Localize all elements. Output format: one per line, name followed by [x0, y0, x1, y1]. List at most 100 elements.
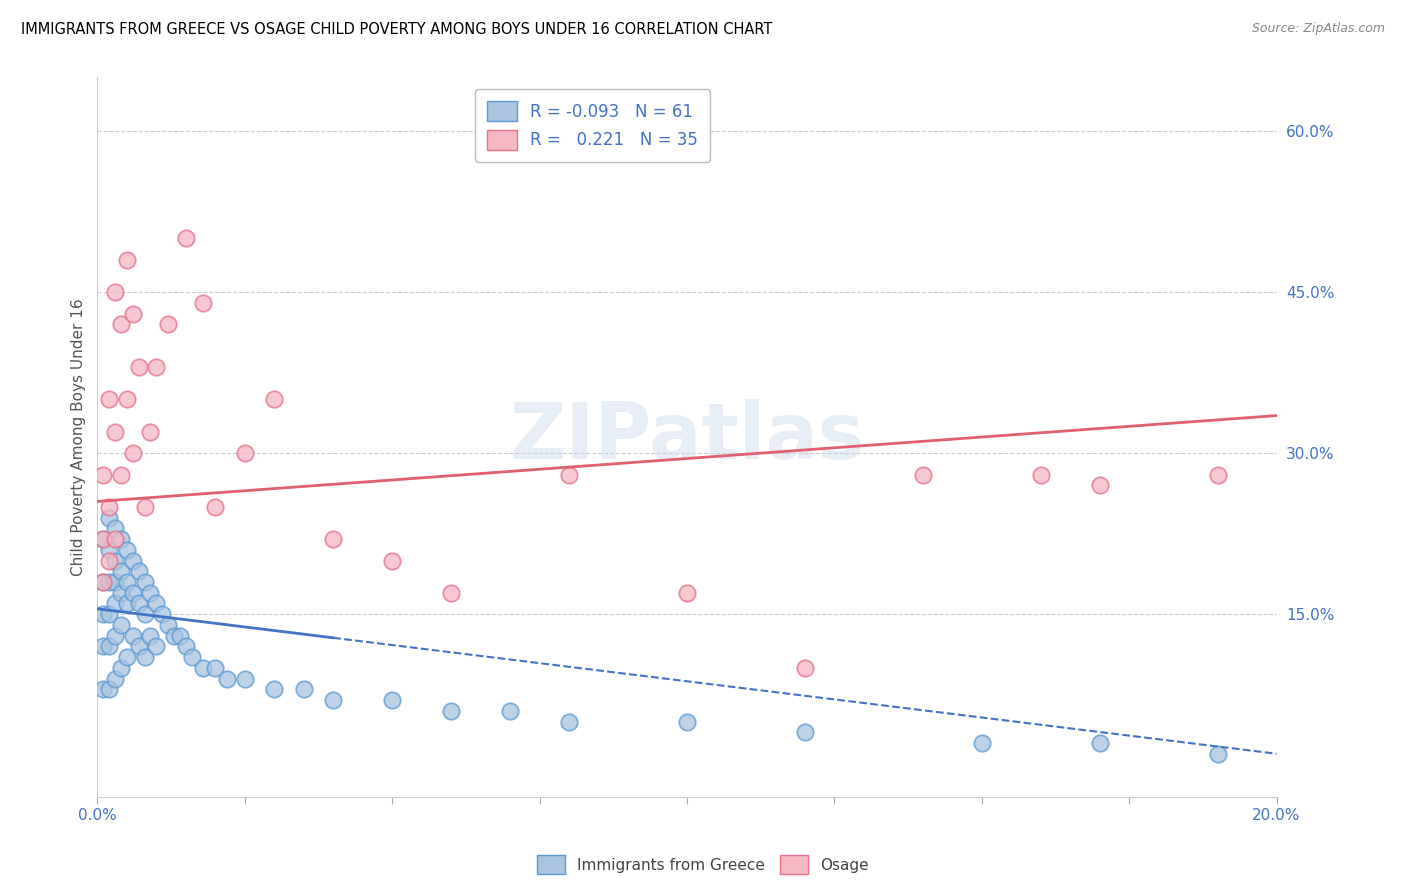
Point [91, 640, 114, 654]
Point [128, 597, 150, 611]
Point [139, 585, 162, 599]
Point [121, 307, 143, 321]
Point [98, 640, 121, 654]
Point [263, 682, 285, 697]
Point [115, 542, 138, 557]
Point [558, 467, 581, 482]
Point [204, 661, 226, 675]
Point [139, 629, 162, 643]
Point [98, 553, 121, 567]
Point [233, 672, 256, 686]
Point [150, 607, 173, 622]
Legend: Immigrants from Greece, Osage: Immigrants from Greece, Osage [531, 849, 875, 880]
Point [121, 553, 143, 567]
Point [128, 360, 150, 375]
Point [115, 252, 138, 267]
Point [115, 392, 138, 407]
Point [98, 682, 121, 697]
Point [1206, 747, 1229, 761]
Point [174, 640, 197, 654]
Point [121, 585, 143, 599]
Point [145, 597, 167, 611]
Point [676, 714, 699, 729]
Point [169, 629, 191, 643]
Point [263, 392, 285, 407]
Point [115, 597, 138, 611]
Point [558, 714, 581, 729]
Point [440, 704, 463, 718]
Point [91, 682, 114, 697]
Point [91, 532, 114, 546]
Point [110, 661, 132, 675]
Point [381, 553, 404, 567]
Point [98, 542, 121, 557]
Point [91, 607, 114, 622]
Point [676, 585, 699, 599]
Point [110, 564, 132, 578]
Text: ZIPatlas: ZIPatlas [509, 399, 865, 475]
Point [381, 693, 404, 707]
Point [793, 661, 815, 675]
Point [98, 607, 121, 622]
Point [104, 553, 127, 567]
Point [98, 510, 121, 524]
Point [793, 725, 815, 739]
Point [91, 574, 114, 589]
Point [98, 500, 121, 514]
Point [98, 392, 121, 407]
Point [91, 467, 114, 482]
Point [145, 360, 167, 375]
Point [98, 574, 121, 589]
Point [134, 650, 156, 665]
Point [104, 285, 127, 300]
Text: Source: ZipAtlas.com: Source: ZipAtlas.com [1251, 22, 1385, 36]
Point [110, 618, 132, 632]
Point [104, 629, 127, 643]
Point [174, 231, 197, 245]
Point [139, 425, 162, 439]
Point [145, 640, 167, 654]
Point [163, 629, 186, 643]
Point [110, 532, 132, 546]
Point [215, 672, 238, 686]
Point [157, 318, 180, 332]
Point [1088, 478, 1111, 492]
Point [134, 574, 156, 589]
Point [91, 574, 114, 589]
Point [104, 574, 127, 589]
Point [104, 597, 127, 611]
Point [115, 574, 138, 589]
Text: IMMIGRANTS FROM GREECE VS OSAGE CHILD POVERTY AMONG BOYS UNDER 16 CORRELATION CH: IMMIGRANTS FROM GREECE VS OSAGE CHILD PO… [21, 22, 772, 37]
Point [440, 585, 463, 599]
Point [204, 500, 226, 514]
Point [233, 446, 256, 460]
Point [121, 446, 143, 460]
Point [104, 532, 127, 546]
Point [134, 607, 156, 622]
Point [193, 661, 215, 675]
Point [180, 650, 202, 665]
Point [322, 693, 344, 707]
Point [911, 467, 934, 482]
Point [110, 467, 132, 482]
Point [115, 650, 138, 665]
Point [104, 425, 127, 439]
Point [110, 585, 132, 599]
Point [193, 296, 215, 310]
Point [157, 618, 180, 632]
Point [128, 564, 150, 578]
Point [91, 532, 114, 546]
Point [292, 682, 315, 697]
Point [970, 736, 993, 750]
Point [1206, 467, 1229, 482]
Y-axis label: Child Poverty Among Boys Under 16: Child Poverty Among Boys Under 16 [72, 298, 86, 576]
Point [104, 521, 127, 535]
Point [121, 629, 143, 643]
Point [128, 640, 150, 654]
Point [110, 318, 132, 332]
Point [1029, 467, 1052, 482]
Point [134, 500, 156, 514]
Point [104, 672, 127, 686]
Point [1088, 736, 1111, 750]
Point [499, 704, 522, 718]
